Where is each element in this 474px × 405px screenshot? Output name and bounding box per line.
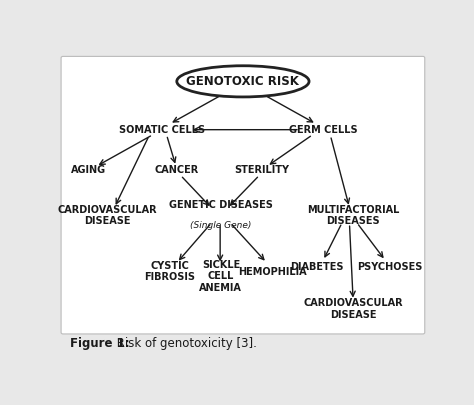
Text: STERILITY: STERILITY (234, 165, 289, 175)
FancyBboxPatch shape (61, 56, 425, 334)
Text: AGING: AGING (71, 165, 106, 175)
Text: CYSTIC
FIBROSIS: CYSTIC FIBROSIS (144, 261, 195, 282)
Text: CARDIOVASCULAR
DISEASE: CARDIOVASCULAR DISEASE (303, 298, 403, 320)
Text: DIABETES: DIABETES (290, 262, 343, 272)
Text: GENOTOXIC RISK: GENOTOXIC RISK (186, 75, 300, 88)
Text: SOMATIC CELLS: SOMATIC CELLS (119, 125, 205, 135)
Text: GENETIC DISEASES: GENETIC DISEASES (169, 200, 273, 210)
Text: PSYCHOSES: PSYCHOSES (357, 262, 422, 272)
Text: SICKLE
CELL
ANEMIA: SICKLE CELL ANEMIA (200, 260, 242, 293)
Text: CANCER: CANCER (155, 165, 199, 175)
Text: Risk of genotoxicity [3].: Risk of genotoxicity [3]. (112, 337, 256, 350)
Text: (Single Gene): (Single Gene) (190, 221, 252, 230)
Text: MULTIFACTORIAL
DISEASES: MULTIFACTORIAL DISEASES (307, 205, 399, 226)
Text: GERM CELLS: GERM CELLS (290, 125, 358, 135)
Text: CARDIOVASCULAR
DISEASE: CARDIOVASCULAR DISEASE (57, 205, 157, 226)
Text: Figure 1:: Figure 1: (70, 337, 130, 350)
Text: HEMOPHILIA: HEMOPHILIA (238, 266, 307, 277)
